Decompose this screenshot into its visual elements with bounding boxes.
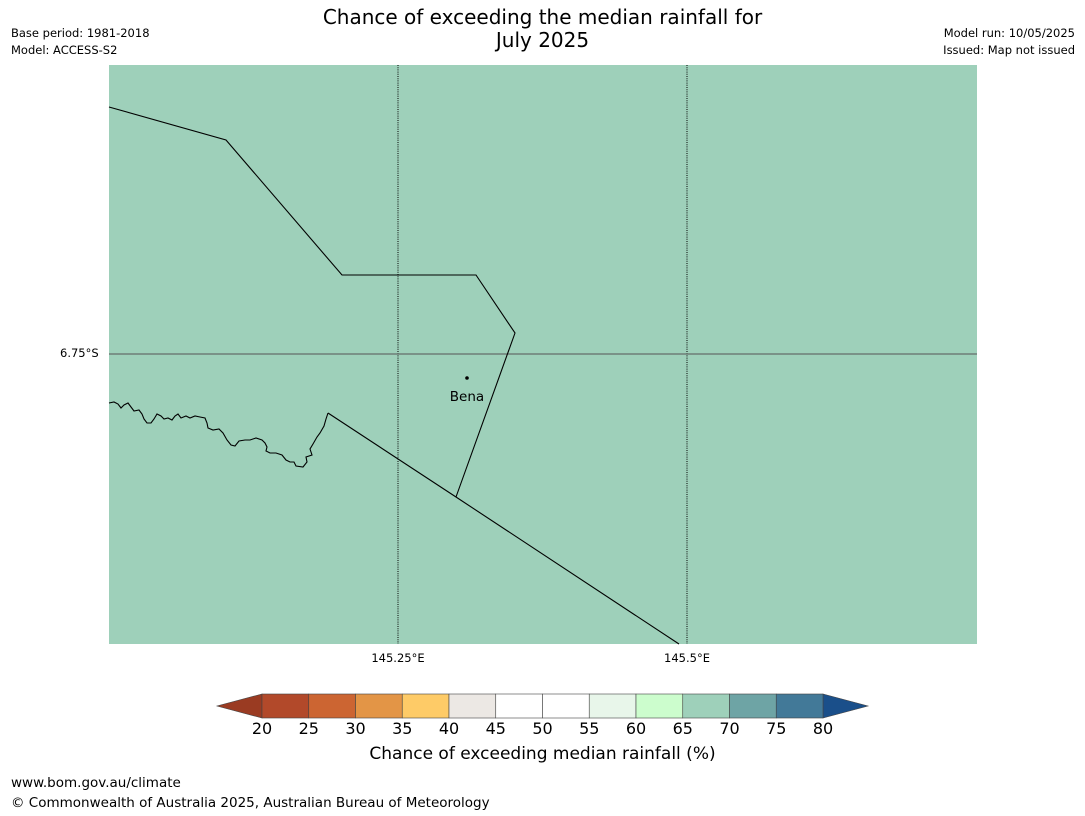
colorbar-tick-65: 65 [672, 719, 693, 738]
colorbar-label: Chance of exceeding median rainfall (%) [369, 744, 716, 764]
colorbar-tick-45: 45 [485, 719, 506, 738]
issued-text: Issued: Map not issued [943, 43, 1075, 57]
base-period-text: Base period: 1981-2018 [11, 26, 150, 40]
colorbar-bin-55-60 [588, 693, 637, 719]
colorbar-bin-40-45 [448, 693, 497, 719]
colorbar-bin-30-35 [355, 693, 403, 719]
colorbar-tick-60: 60 [625, 719, 647, 738]
lat-label-6-75: 6.75°S [60, 346, 99, 360]
footer-url: www.bom.gov.au/climate [11, 775, 181, 791]
colorbar-bin-25-30 [308, 693, 356, 719]
lon-label-145-5: 145.5°E [664, 651, 710, 665]
colorbar-bin-35-40 [401, 693, 450, 719]
colorbar-above-arrow [822, 693, 870, 719]
place-label-bena: Bena [450, 389, 484, 405]
river-boundary [108, 401, 329, 468]
colorbar [215, 693, 870, 719]
colorbar-below-arrow [215, 693, 263, 719]
colorbar-tick-55: 55 [579, 719, 600, 738]
bena-marker [465, 376, 469, 380]
colorbar-bin-45-50 [495, 693, 543, 719]
colorbar-tick-20: 20 [251, 719, 273, 738]
colorbar-tick-35: 35 [392, 719, 413, 738]
model-text: Model: ACCESS-S2 [11, 43, 118, 57]
title-line-2: July 2025 [495, 28, 590, 52]
header-right: Model run: 10/05/2025 Issued: Map not is… [943, 25, 1075, 59]
colorbar-bin-60-65 [635, 693, 684, 719]
province-boundary-north [108, 106, 516, 498]
chart-title: Chance of exceeding the median rainfall … [0, 6, 1085, 52]
colorbar-bin-65-70 [682, 693, 730, 719]
colorbar-bin-70-75 [729, 693, 777, 719]
colorbar-bin-75-80 [775, 693, 824, 719]
colorbar-bin-20-25 [261, 693, 310, 719]
lon-label-145-25: 145.25°E [371, 651, 425, 665]
colorbar-tick-75: 75 [766, 719, 787, 738]
title-line-1: Chance of exceeding the median rainfall … [322, 5, 763, 29]
model-run-text: Model run: 10/05/2025 [943, 26, 1075, 40]
header-left: Base period: 1981-2018 Model: ACCESS-S2 [11, 25, 150, 59]
colorbar-tick-70: 70 [719, 719, 740, 738]
footer-copyright: © Commonwealth of Australia 2025, Austra… [11, 795, 490, 811]
province-boundary-south [327, 412, 680, 645]
colorbar-tick-50: 50 [532, 719, 553, 738]
colorbar-tick-40: 40 [438, 719, 460, 738]
colorbar-tick-80: 80 [812, 719, 834, 738]
colorbar-tick-25: 25 [298, 719, 319, 738]
colorbar-tick-30: 30 [345, 719, 366, 738]
colorbar-bin-50-55 [542, 693, 590, 719]
